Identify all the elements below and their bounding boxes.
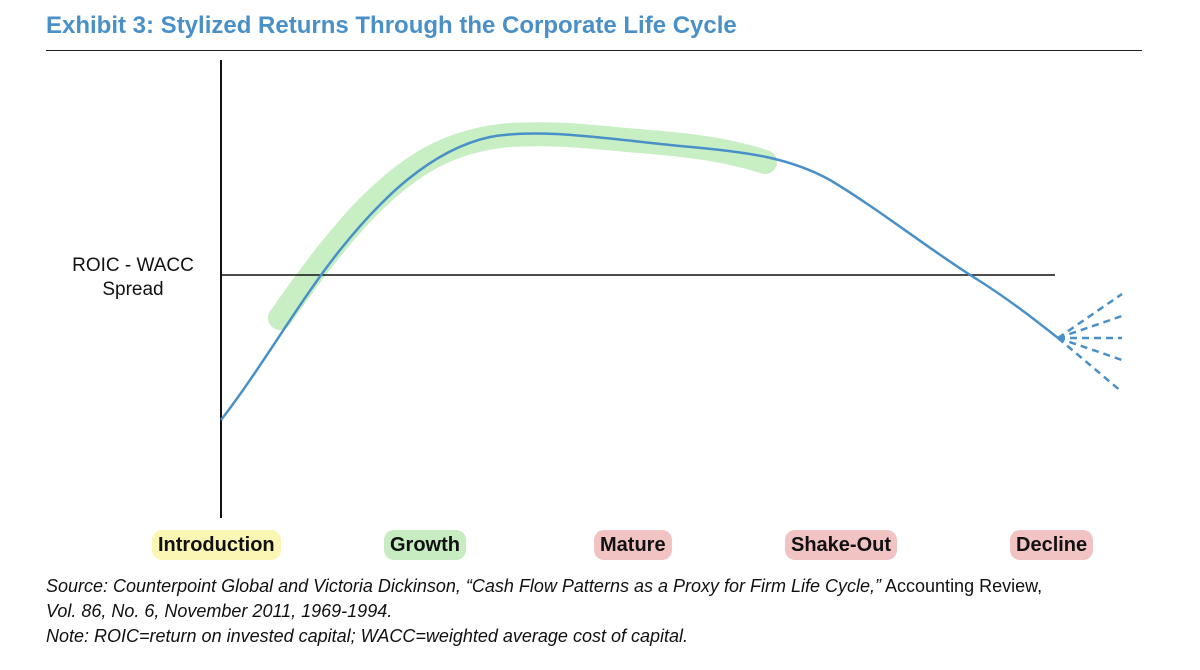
y-axis-label-line-2: Spread — [102, 279, 164, 300]
stage-label-introduction: Introduction — [152, 530, 281, 560]
spread-curve — [220, 132, 1059, 421]
source-line-1: Source: Counterpoint Global and Victoria… — [46, 574, 1156, 599]
fan-line-4 — [1057, 336, 1123, 362]
exhibit-title: Exhibit 3: Stylized Returns Through the … — [46, 12, 737, 39]
fan-line-2 — [1057, 314, 1123, 340]
growth-highlight-band — [268, 122, 777, 330]
decline-fan-lines — [1057, 292, 1123, 393]
fan-line-1 — [1057, 292, 1123, 340]
y-axis-label-line-1: ROIC - WACC — [72, 255, 194, 276]
note-line: Note: ROIC=return on invested capital; W… — [46, 626, 688, 646]
stage-label-mature: Mature — [594, 530, 672, 560]
title-rule — [46, 50, 1142, 51]
stage-label-decline: Decline — [1010, 530, 1094, 560]
y-axis-label: ROIC - WACC Spread — [58, 254, 208, 302]
source-prefix: Source: Counterpoint Global and Victoria… — [46, 576, 882, 596]
footnotes: Source: Counterpoint Global and Victoria… — [46, 574, 1156, 649]
source-journal: Accounting Review, — [881, 576, 1043, 596]
stage-label-growth: Growth — [384, 530, 466, 560]
fan-line-5 — [1057, 337, 1123, 393]
stage-label-shake-out: Shake-Out — [785, 530, 898, 560]
source-line-2: Vol. 86, No. 6, November 2011, 1969-1994… — [46, 601, 393, 621]
